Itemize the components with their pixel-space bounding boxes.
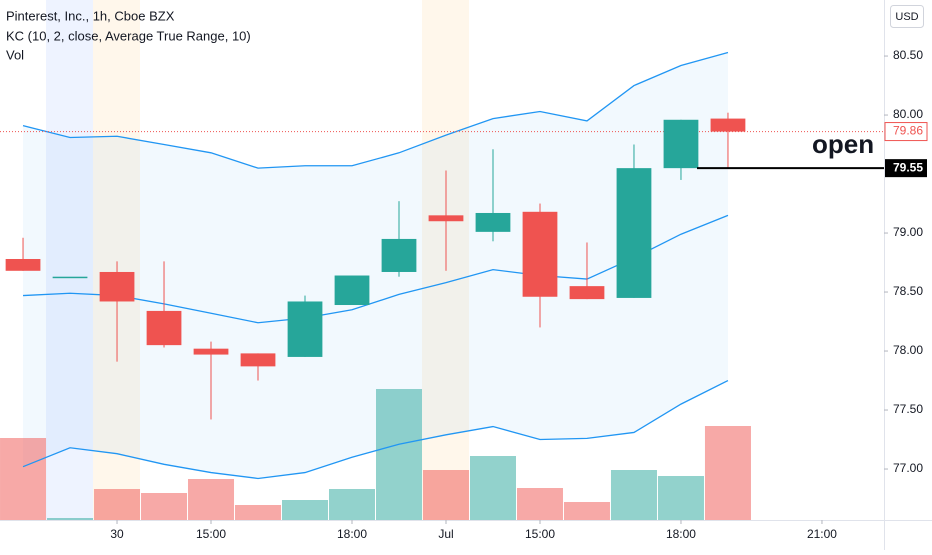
kc-line [22,379,729,480]
session-band [93,0,140,520]
x-tick-label: Jul [438,527,453,541]
candle-body [428,215,464,222]
currency-box [890,5,924,28]
y-tick-label: 77.50 [893,402,923,416]
volume-bar [329,489,376,520]
x-tick-label: 18:00 [337,527,367,541]
volume-bar [47,518,94,520]
candle-body [52,276,88,279]
volume-bar [188,479,235,520]
open-price-tag [885,159,927,178]
volume-bar [141,493,188,520]
currency: USD [895,11,918,23]
volume-bar [516,488,563,520]
candle-body [287,301,323,357]
x-tick-label: 21:00 [807,527,837,541]
candle-body [616,168,652,298]
volume-bar [282,500,329,520]
y-tick-label: 79.00 [893,225,923,239]
last-price-tag [884,122,928,142]
candle-body [99,271,135,302]
volume-bar [657,476,704,520]
y-tick-label: 77.00 [893,461,923,475]
volume-title: Vol [6,47,24,62]
candle-body [240,353,276,367]
candle-body [193,348,229,355]
chart-title: Pinterest, Inc., 1h, Cboe BZX [6,8,175,23]
last-price-label: 79.86 [893,124,923,138]
kc-line [22,214,729,324]
y-tick-label: 80.50 [893,48,923,62]
candle-body [334,275,370,306]
volume-bar [0,438,47,520]
channel-fill [23,52,728,479]
x-tick-label: 30 [110,527,124,541]
volume-bar [422,470,469,520]
x-tick-label: 15:00 [525,527,555,541]
session-band [46,0,93,520]
annotation: open [812,129,874,159]
open-price-label: 79.55 [893,160,923,174]
plot-area [0,0,884,520]
volume-bar [469,456,516,520]
y-tick-label: 78.50 [893,284,923,298]
candle-body [522,211,558,297]
kc-line [22,51,729,169]
candle-body [663,119,699,169]
volume-bar [94,489,141,520]
candle-body [710,118,746,132]
y-tick-label: 78.00 [893,343,923,357]
volume-bar [235,505,282,520]
candle-body [146,310,182,346]
volume-bar [376,389,422,520]
volume-bar [704,426,751,520]
candle-body [5,258,41,271]
candle-body [569,286,605,300]
candle-body [475,212,511,232]
volume-bar [563,502,610,520]
volume-bar [610,470,657,520]
x-tick-label: 15:00 [196,527,226,541]
candle-body [381,238,417,272]
indicator-title: KC (10, 2, close, Average True Range, 10… [6,28,251,43]
y-tick-label: 80.00 [893,107,923,121]
x-tick-label: 18:00 [666,527,696,541]
